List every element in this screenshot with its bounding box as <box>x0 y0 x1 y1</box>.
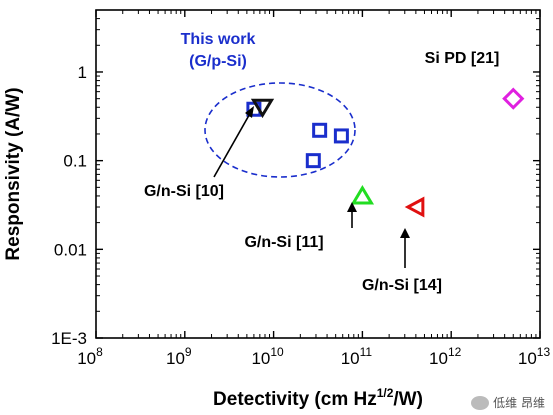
this-work-sublabel: (G/p-Si) <box>189 53 247 70</box>
wechat-icon <box>471 395 490 410</box>
gn14-label: G/n-Si [14] <box>362 277 442 294</box>
y-tick-label: 1E-3 <box>51 329 87 348</box>
square-marker <box>312 122 328 138</box>
arrow-gn14-head <box>400 228 410 238</box>
y-tick-label: 1 <box>78 63 87 82</box>
square-marker <box>305 153 321 169</box>
triangle-up-marker <box>350 185 375 205</box>
arrow-gn11-head <box>347 202 357 212</box>
triangle-left-marker <box>404 196 425 218</box>
y-tick-label: 0.1 <box>63 152 87 171</box>
si-pd-label: Si PD [21] <box>425 50 500 67</box>
watermark: 低维 昂维 <box>471 394 545 411</box>
arrow-gn10 <box>213 109 253 178</box>
this-work-label: This work <box>181 31 256 48</box>
data-markers <box>246 87 525 218</box>
y-tick-label: 0.01 <box>54 240 87 259</box>
x-tick-label: 109 <box>166 345 192 368</box>
arrow-gn10-head <box>245 106 254 118</box>
y-axis-title: Responsivity (A/W) <box>3 87 24 260</box>
x-tick-label: 1013 <box>518 345 551 368</box>
this-work-ellipse <box>204 82 356 178</box>
x-tick-label: 1011 <box>341 345 373 368</box>
x-tick-labels: 108 109 1010 1011 1012 1013 <box>77 345 550 368</box>
axis-ticks <box>95 9 541 339</box>
y-tick-labels: 1 0.1 0.01 1E-3 <box>51 63 87 348</box>
x-tick-label: 1012 <box>429 345 462 368</box>
x-tick-label: 108 <box>77 345 103 368</box>
gn11-label: G/n-Si [11] <box>244 234 323 251</box>
gn10-label: G/n-Si [10] <box>144 183 224 200</box>
triangle-down-marker <box>250 98 275 119</box>
diamond-marker <box>502 87 525 110</box>
square-marker <box>333 128 349 144</box>
watermark-text: 低维 昂维 <box>493 396 545 410</box>
x-tick-label: 1010 <box>251 345 284 368</box>
x-axis-title: Detectivity (cm Hz1/2/W) <box>213 386 423 410</box>
annotation-arrows <box>213 106 410 268</box>
